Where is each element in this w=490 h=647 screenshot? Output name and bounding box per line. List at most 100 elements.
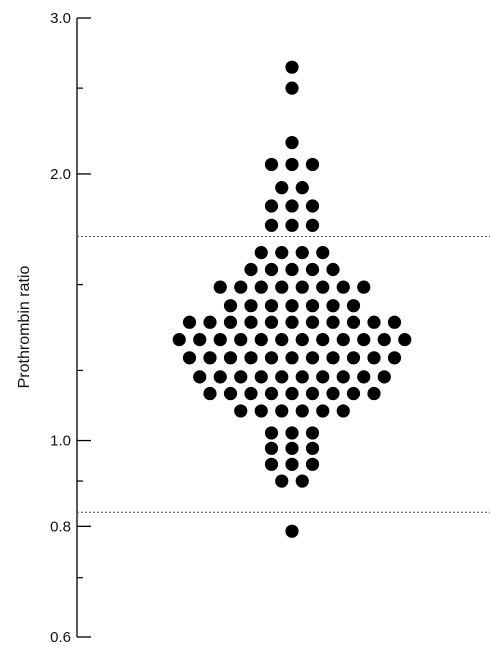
data-point [316, 280, 330, 294]
data-point [213, 370, 227, 384]
data-point [316, 404, 330, 418]
data-point [326, 262, 340, 277]
data-point [203, 351, 217, 365]
data-point [264, 351, 279, 365]
data-point [244, 351, 258, 365]
data-point [357, 370, 371, 384]
data-point [336, 370, 350, 384]
data-point [275, 404, 289, 418]
data-point [357, 333, 371, 347]
data-point [264, 199, 279, 213]
data-point [346, 299, 361, 313]
data-point [346, 386, 361, 401]
data-point [305, 157, 320, 172]
data-point [264, 315, 279, 329]
data-point [367, 351, 381, 365]
data-point [193, 370, 207, 384]
data-point [346, 351, 361, 365]
data-point [387, 351, 402, 365]
data-point [275, 474, 289, 488]
data-point [305, 315, 320, 329]
data-point [285, 299, 299, 313]
data-point [305, 351, 320, 365]
data-point [254, 370, 268, 384]
y-axis-title: Prothrombin ratio [16, 266, 33, 389]
data-point [203, 315, 217, 329]
data-point [244, 262, 258, 277]
data-point [336, 280, 350, 294]
data-point [172, 333, 186, 347]
data-point [182, 315, 197, 329]
data-point [295, 280, 309, 294]
data-point [213, 280, 227, 294]
data-point [254, 280, 268, 294]
data-point [275, 280, 289, 294]
y-axis-ticks: 3.0 2.0 1.0 0.8 0.6 [50, 10, 91, 646]
data-point [285, 81, 299, 95]
data-point [377, 370, 391, 384]
data-point [264, 441, 279, 455]
data-point [305, 457, 320, 471]
data-point [326, 351, 340, 365]
data-point [285, 386, 299, 401]
data-point [398, 333, 412, 347]
data-point [305, 386, 320, 401]
data-point [367, 386, 381, 401]
data-point [254, 246, 268, 260]
data-point [264, 386, 279, 401]
data-point [357, 280, 371, 294]
data-point [305, 441, 320, 455]
data-point [387, 315, 402, 329]
data-point [234, 280, 248, 294]
reference-lines [77, 235, 490, 513]
data-point [305, 262, 320, 277]
data-point [264, 218, 279, 232]
data-point [305, 426, 320, 440]
data-point [264, 262, 279, 277]
data-point [295, 404, 309, 418]
data-point [326, 386, 340, 401]
y-tick-label: 2.0 [50, 166, 71, 183]
data-point [336, 333, 350, 347]
data-point [193, 333, 207, 347]
data-point [285, 524, 299, 538]
data-point [254, 404, 268, 418]
data-point [275, 181, 289, 195]
data-point [223, 351, 238, 365]
data-point [223, 386, 238, 401]
data-point [336, 404, 350, 418]
data-point [346, 315, 361, 329]
data-point [305, 299, 320, 313]
y-tick-label: 3.0 [50, 10, 71, 27]
data-point [244, 299, 258, 313]
data-point [234, 333, 248, 347]
data-point [285, 199, 299, 213]
data-point [234, 404, 248, 418]
data-point [316, 370, 330, 384]
data-point [285, 457, 299, 471]
y-tick-label: 0.6 [50, 629, 71, 646]
data-point [223, 299, 238, 313]
data-point [275, 333, 289, 347]
data-point [244, 315, 258, 329]
data-point [295, 181, 309, 195]
data-point [264, 157, 279, 172]
data-point [326, 299, 340, 313]
y-tick-label: 1.0 [50, 433, 71, 450]
data-point [305, 218, 320, 232]
data-point [264, 457, 279, 471]
data-point [316, 333, 330, 347]
data-point [223, 315, 238, 329]
data-point [275, 246, 289, 260]
data-point [295, 333, 309, 347]
data-point [244, 386, 258, 401]
data-point [285, 315, 299, 329]
data-point [254, 333, 268, 347]
data-point [285, 60, 299, 74]
data-point [285, 426, 299, 440]
data-point [264, 426, 279, 440]
data-point [295, 370, 309, 384]
y-tick-label: 0.8 [50, 518, 71, 535]
data-point [285, 262, 299, 277]
